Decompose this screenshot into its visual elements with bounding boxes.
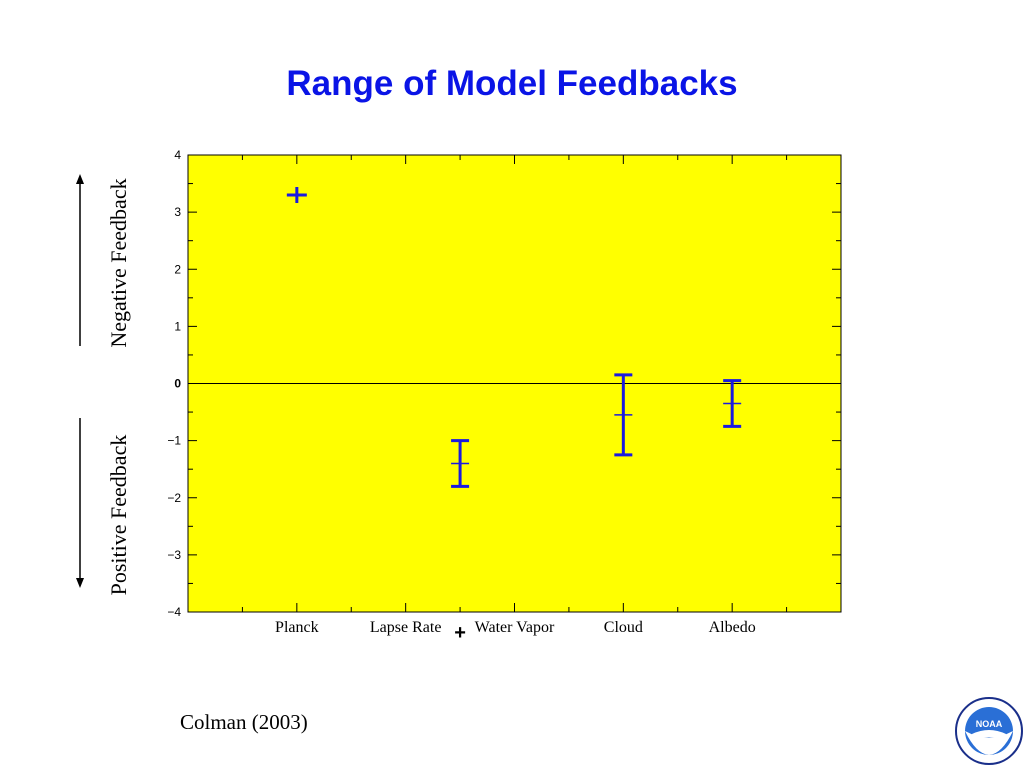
down-arrow-icon <box>76 578 84 588</box>
x-tick-label: Water Vapor <box>475 619 555 636</box>
y-tick-label: 0 <box>174 377 181 391</box>
y-tick-label: 2 <box>174 262 181 276</box>
plus-annotation: + <box>454 622 466 644</box>
y-tick-label: 3 <box>174 205 181 219</box>
negative-feedback-label: Negative Feedback <box>106 178 131 348</box>
noaa-logo: NOAA <box>955 697 1023 765</box>
y-tick-label: −4 <box>167 605 181 619</box>
y-tick-label: 4 <box>174 148 181 162</box>
error-bars <box>286 186 742 488</box>
y-tick-label: −2 <box>167 491 181 505</box>
slide-title: Range of Model Feedbacks <box>286 64 738 103</box>
positive-feedback-label: Positive Feedback <box>106 434 131 596</box>
x-tick-label: Planck <box>275 619 319 636</box>
x-tick-label: Albedo <box>709 619 756 636</box>
logo-text: NOAA <box>976 719 1003 729</box>
feedback-arrows <box>76 174 84 588</box>
y-tick-label: −3 <box>167 548 181 562</box>
x-tick-label: Cloud <box>604 619 643 636</box>
up-arrow-icon <box>76 174 84 184</box>
citation: Colman (2003) <box>180 710 308 734</box>
x-tick-label: Lapse Rate <box>370 619 442 636</box>
y-tick-label: −1 <box>167 434 181 448</box>
y-tick-label: 1 <box>174 319 181 333</box>
